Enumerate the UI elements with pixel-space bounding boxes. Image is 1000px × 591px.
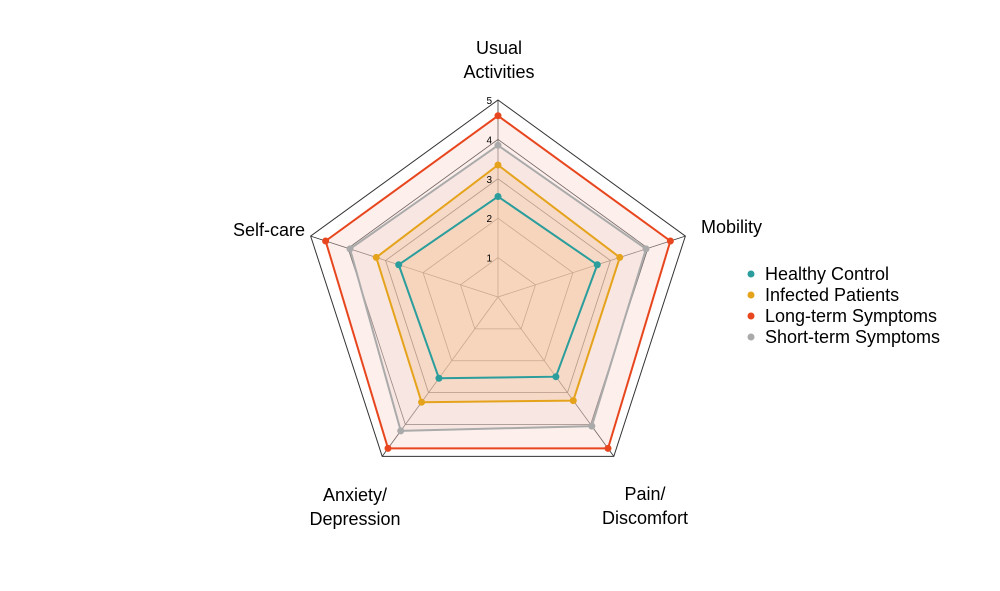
series-fill-short-term-symptoms: [349, 145, 647, 431]
series-points: [322, 112, 674, 452]
axis-label-pain-discomfort: Pain/Discomfort: [602, 484, 688, 528]
data-point-infected-patients-self-care: [372, 253, 380, 261]
axis-label-usual-activities: Usual Activities: [463, 38, 534, 82]
data-point-infected-patients-mobility: [616, 253, 624, 261]
data-point-healthy-control-usual-activities: [494, 193, 502, 201]
data-point-infected-patients-anxiety-depression: [418, 398, 426, 406]
series-line-infected-patients: [375, 163, 621, 404]
tick-label-1: 1: [486, 254, 492, 265]
data-point-long-term-symptoms-self-care: [322, 237, 330, 245]
grid-ring-3: [385, 178, 611, 394]
axis-label-anxiety-depression: Anxiety/Depression: [309, 485, 400, 529]
grid-ring-4: [347, 138, 649, 425]
data-point-long-term-symptoms-usual-activities: [494, 112, 502, 120]
legend-marker-infected-patients: [747, 291, 755, 299]
tick-labels: 1 2 3 4 5: [486, 96, 492, 265]
series-line-long-term-symptoms: [324, 114, 672, 450]
axis-label-mobility: Mobility: [701, 217, 762, 237]
legend-label-infected-patients: Infected Patients: [765, 285, 899, 305]
data-point-long-term-symptoms-anxiety-depression: [384, 444, 392, 452]
data-point-long-term-symptoms-mobility: [666, 237, 674, 245]
series-fill-healthy-control: [398, 196, 598, 379]
axis-label-self-care: Self-care: [233, 220, 305, 240]
grid-ring-1: [460, 257, 536, 330]
grid-spoke-mobility: [497, 235, 686, 298]
grid-ring-5: [310, 99, 686, 457]
data-point-healthy-control-mobility: [593, 261, 601, 269]
series-fills: [325, 115, 671, 449]
series-fill-infected-patients: [376, 165, 620, 403]
legend-label-short-term-symptoms: Short-term Symptoms: [765, 327, 940, 347]
legend-marker-healthy-control: [747, 270, 755, 278]
data-point-infected-patients-pain-discomfort: [569, 397, 577, 405]
tick-label-5: 5: [486, 96, 492, 107]
legend-label-long-term-symptoms: Long-term Symptoms: [765, 306, 937, 326]
data-point-short-term-symptoms-usual-activities: [494, 141, 502, 149]
tick-label-2: 2: [486, 214, 492, 225]
data-point-short-term-symptoms-mobility: [642, 245, 650, 253]
data-point-healthy-control-anxiety-depression: [435, 374, 443, 382]
data-point-short-term-symptoms-anxiety-depression: [397, 427, 405, 435]
legend-label-healthy-control: Healthy Control: [765, 264, 889, 284]
data-point-infected-patients-usual-activities: [494, 161, 502, 169]
data-point-short-term-symptoms-pain-discomfort: [588, 422, 596, 430]
grid-spoke-self-care: [310, 235, 499, 298]
series-line-short-term-symptoms: [348, 144, 648, 432]
legend-marker-short-term-symptoms: [747, 333, 755, 341]
tick-label-4: 4: [486, 135, 492, 146]
tick-label-3: 3: [486, 175, 492, 186]
series-line-healthy-control: [397, 195, 599, 380]
axis-labels: Usual Activities Mobility Pain/Discomfort An…: [233, 38, 762, 529]
grid-ring-2: [422, 217, 574, 362]
data-point-long-term-symptoms-pain-discomfort: [604, 444, 612, 452]
legend-marker-long-term-symptoms: [747, 312, 755, 320]
data-point-healthy-control-self-care: [395, 261, 403, 269]
data-point-healthy-control-pain-discomfort: [552, 373, 560, 381]
series-lines: [324, 114, 672, 450]
data-point-short-term-symptoms-self-care: [346, 245, 354, 253]
